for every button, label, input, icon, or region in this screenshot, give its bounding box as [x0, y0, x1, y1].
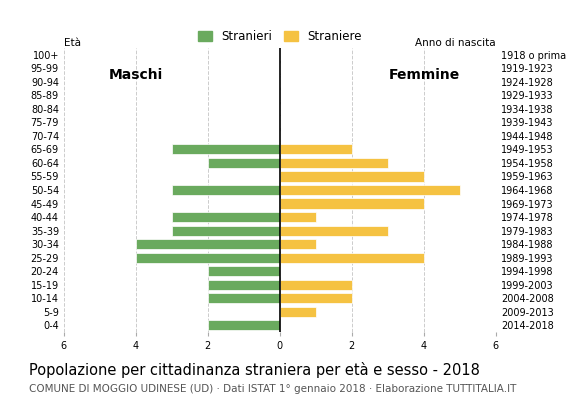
Bar	[172, 226, 280, 236]
Bar	[280, 293, 352, 303]
Bar	[280, 198, 424, 208]
Bar	[280, 226, 388, 236]
Bar	[280, 239, 316, 249]
Bar	[172, 144, 280, 154]
Bar	[208, 320, 280, 330]
Bar	[280, 280, 352, 290]
Bar	[280, 307, 316, 317]
Bar	[208, 158, 280, 168]
Bar	[208, 293, 280, 303]
Text: COMUNE DI MOGGIO UDINESE (UD) · Dati ISTAT 1° gennaio 2018 · Elaborazione TUTTIT: COMUNE DI MOGGIO UDINESE (UD) · Dati IST…	[29, 384, 516, 394]
Bar	[136, 239, 280, 249]
Bar	[208, 266, 280, 276]
Bar	[280, 144, 352, 154]
Bar	[280, 252, 424, 263]
Text: Maschi: Maschi	[108, 68, 163, 82]
Bar	[280, 212, 316, 222]
Text: Età: Età	[64, 38, 81, 48]
Bar	[208, 280, 280, 290]
Bar	[172, 185, 280, 195]
Legend: Stranieri, Straniere: Stranieri, Straniere	[193, 26, 367, 48]
Bar	[280, 172, 424, 182]
Bar	[280, 185, 460, 195]
Text: Anno di nascita: Anno di nascita	[415, 38, 496, 48]
Text: Popolazione per cittadinanza straniera per età e sesso - 2018: Popolazione per cittadinanza straniera p…	[29, 362, 480, 378]
Bar	[280, 158, 388, 168]
Bar	[172, 212, 280, 222]
Bar	[136, 252, 280, 263]
Text: Femmine: Femmine	[388, 68, 459, 82]
